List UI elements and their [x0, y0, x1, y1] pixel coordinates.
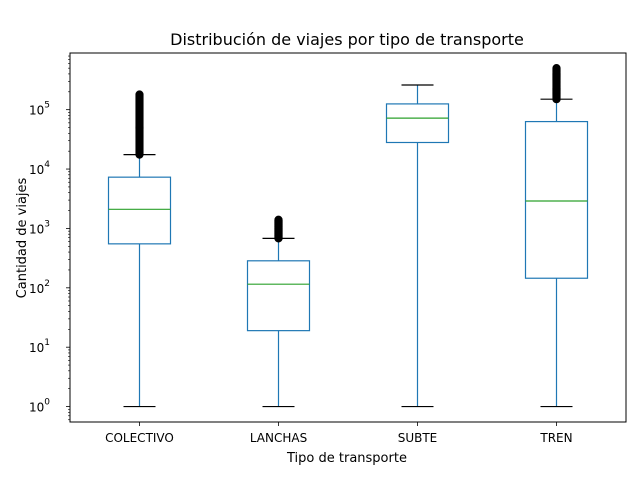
outliers [135, 90, 144, 159]
box-iqr [385, 103, 450, 144]
outliers [274, 215, 283, 243]
y-axis-label: Cantidad de viajes [15, 177, 30, 298]
x-tick-label: LANCHAS [250, 431, 307, 445]
x-axis-label: Tipo de transporte [286, 451, 407, 466]
y-tick-exponent: 2 [44, 279, 50, 289]
outlier-point [135, 90, 144, 99]
box-lanchas [246, 215, 311, 408]
y-tick-exponent: 4 [44, 160, 50, 170]
y-tick-exponent: 0 [44, 398, 50, 408]
box-iqr [524, 120, 589, 279]
y-tick-exponent: 3 [44, 219, 50, 229]
x-tick-label: SUBTE [398, 431, 438, 445]
box-iqr [107, 176, 172, 245]
outlier-point [274, 215, 283, 224]
x-tick-label: TREN [539, 431, 572, 445]
box-subte [385, 84, 450, 408]
outliers [552, 64, 561, 104]
box-iqr [246, 260, 311, 332]
chart-title: Distribución de viajes por tipo de trans… [170, 30, 524, 49]
outlier-point [552, 64, 561, 73]
x-tick-label: COLECTIVO [105, 431, 174, 445]
box-tren [524, 64, 589, 408]
y-tick-exponent: 5 [44, 101, 50, 111]
box-colectivo [107, 90, 172, 408]
y-tick-exponent: 1 [44, 338, 50, 348]
